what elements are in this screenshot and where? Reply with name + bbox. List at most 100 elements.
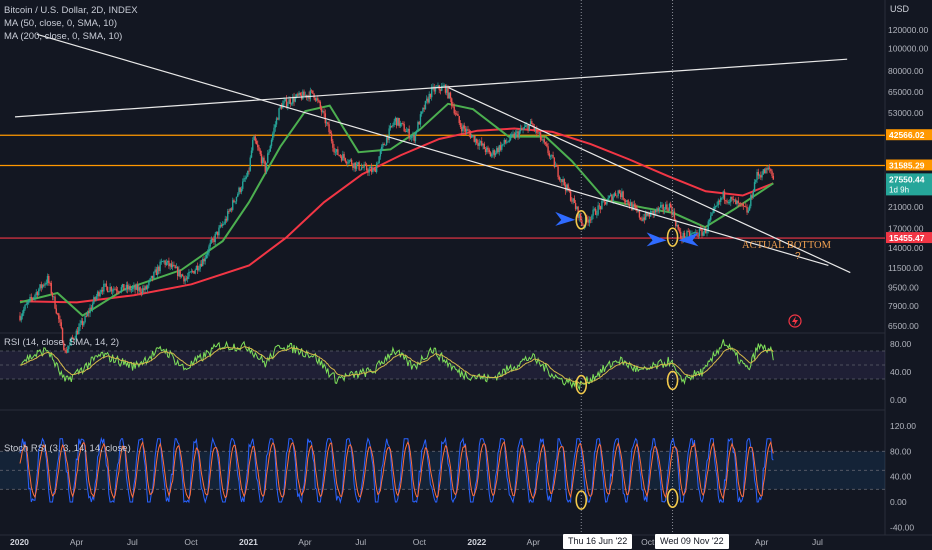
candle-body	[609, 194, 612, 197]
candle-body	[380, 146, 383, 151]
candle-body	[628, 203, 631, 207]
price-tag-text: 15455.47	[889, 233, 925, 243]
candle-body	[735, 199, 737, 205]
candle-body	[736, 200, 738, 205]
currency-label: USD	[890, 4, 910, 14]
candle-body	[387, 137, 389, 140]
candle-body	[322, 111, 324, 113]
candle-body	[468, 130, 470, 134]
candle-body	[352, 164, 354, 168]
candle-body	[222, 224, 224, 226]
candle-body	[402, 122, 404, 125]
candle-body	[697, 235, 699, 237]
candle-body	[344, 158, 347, 162]
candle-body	[528, 124, 531, 131]
candle-body	[368, 168, 370, 173]
candle-body	[303, 91, 305, 96]
candle-body	[488, 149, 490, 153]
candle-body	[621, 191, 623, 198]
candle-body	[672, 211, 674, 216]
candle-body	[688, 231, 691, 237]
candle-body	[253, 136, 255, 140]
price-tick-label: 14000.00	[888, 243, 924, 253]
candle-body	[737, 200, 739, 204]
candle-body	[501, 144, 503, 150]
candle-body	[180, 274, 183, 277]
candle-body	[648, 213, 651, 217]
candle-body	[289, 99, 291, 104]
candle-body	[503, 139, 505, 144]
candle-body	[274, 124, 276, 128]
candle-body	[444, 84, 447, 93]
candle-body	[582, 225, 584, 226]
candle-body	[223, 223, 225, 225]
blue-arrow-1	[555, 211, 576, 226]
candle-body	[84, 315, 86, 323]
candle-body	[50, 283, 52, 294]
candle-body	[49, 282, 51, 284]
candle-body	[33, 297, 35, 299]
candle-body	[304, 94, 307, 96]
candle-body	[219, 225, 221, 228]
candle-body	[641, 219, 643, 221]
candle-body	[80, 320, 83, 324]
candle-body	[691, 233, 693, 234]
trend-line-3	[448, 87, 851, 274]
candle-body	[385, 137, 388, 145]
candle-body	[523, 127, 526, 129]
candle-body	[163, 260, 165, 262]
candle-body	[558, 177, 561, 180]
candle-body	[661, 204, 663, 206]
candle-body	[164, 260, 166, 265]
candle-body	[612, 196, 614, 201]
stoch-tick-label: 80.00	[890, 446, 912, 456]
candle-body	[292, 96, 294, 104]
candle-body	[120, 287, 123, 292]
candle-body	[53, 296, 55, 298]
candle-body	[318, 100, 320, 103]
candle-body	[340, 156, 343, 161]
time-tick-label: Apr	[70, 537, 83, 547]
candle-body	[217, 231, 219, 236]
candle-body	[598, 205, 601, 207]
candle-body	[243, 178, 245, 182]
trend-line-2	[36, 33, 829, 267]
candle-body	[518, 131, 520, 138]
candle-body	[185, 278, 188, 280]
candle-body	[160, 261, 163, 263]
candle-body	[40, 284, 42, 288]
candle-body	[25, 304, 27, 306]
candle-body	[119, 291, 121, 293]
candle-body	[91, 303, 94, 309]
candle-body	[268, 151, 270, 154]
candle-body	[740, 203, 742, 204]
candle-body	[757, 171, 760, 176]
candle-body	[329, 132, 332, 134]
candle-body	[23, 309, 25, 314]
candle-body	[101, 289, 104, 292]
time-tick-label: Oct	[641, 537, 655, 547]
candle-body	[624, 200, 627, 202]
candle-body	[619, 193, 622, 198]
candle-body	[126, 284, 129, 290]
candle-body	[186, 276, 189, 280]
candle-body	[422, 107, 424, 112]
candle-body	[51, 293, 54, 297]
candle-body	[745, 206, 747, 208]
candle-body	[639, 217, 642, 220]
rsi-legend: RSI (14, close, SMA, 14, 2)	[4, 336, 119, 349]
rsi-tick-label: 0.00	[890, 395, 907, 405]
candle-body	[205, 254, 208, 258]
candle-body	[131, 287, 134, 289]
candle-body	[64, 349, 66, 351]
candle-body	[143, 288, 145, 291]
candle-body	[472, 135, 474, 137]
candle-body	[189, 271, 191, 273]
candle-body	[415, 131, 418, 133]
candle-body	[174, 265, 176, 269]
rsi-circle-2	[666, 370, 679, 391]
candle-body	[594, 208, 597, 215]
candle-body	[171, 264, 174, 268]
candle-body	[65, 350, 68, 353]
stoch-tick-label: 120.00	[890, 421, 916, 431]
